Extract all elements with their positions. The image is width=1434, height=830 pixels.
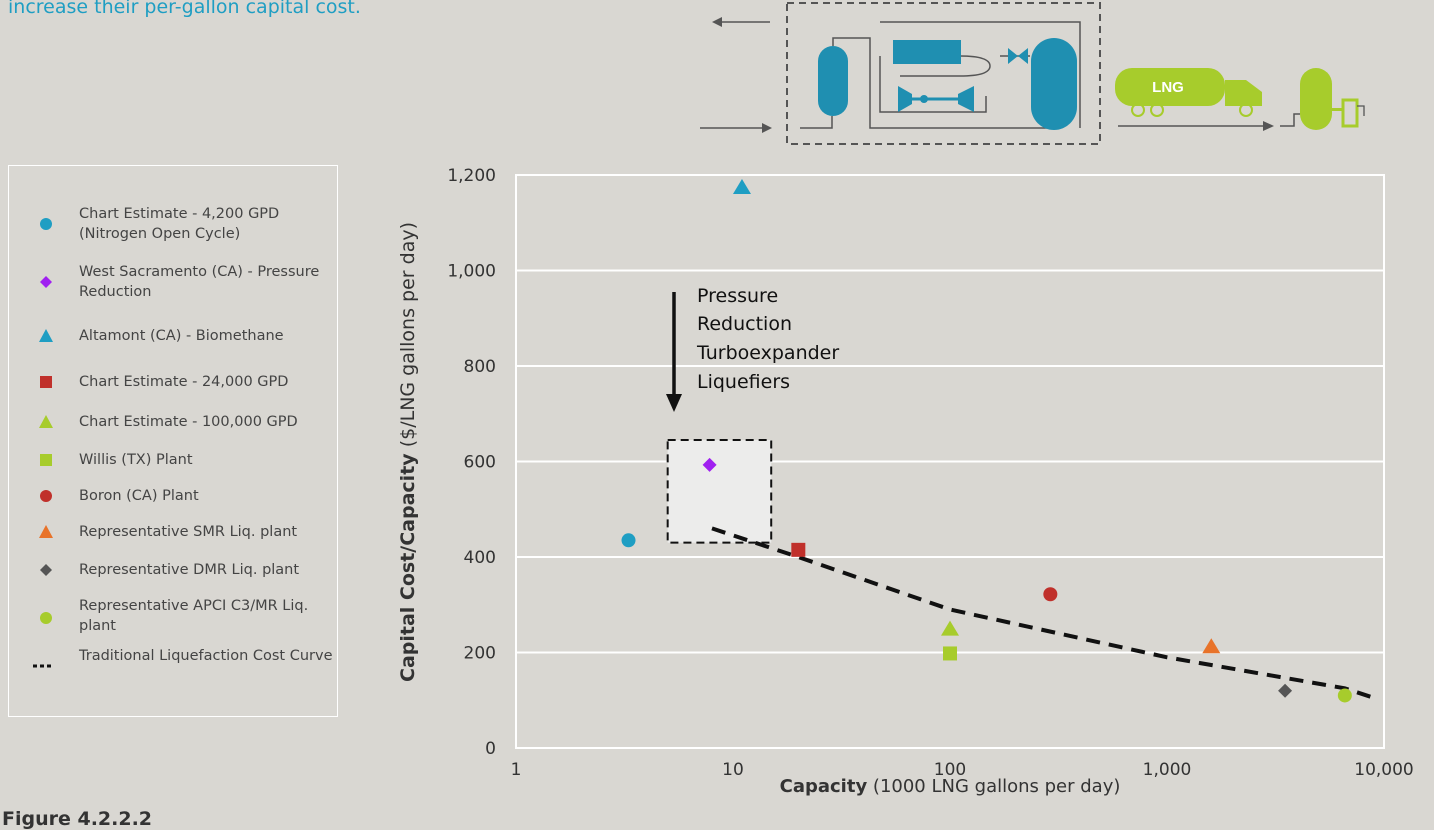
legend-marker [40, 454, 52, 466]
lng-truck-cab-icon [1225, 80, 1262, 106]
data-point-diamond [1278, 683, 1293, 698]
data-point-triangle [1202, 638, 1221, 654]
y-tick-label: 1,000 [447, 262, 496, 282]
lng-truck-tank-icon [1115, 68, 1225, 106]
legend-label: Representative APCI C3/MR Liq. plant [79, 598, 309, 634]
y-axis-title: Capital Cost/Capacity ($/LNG gallons per… [397, 222, 419, 682]
y-tick-labels: 0 200 400 600 800 1,000 1,200 [447, 166, 496, 759]
lng-tank-icon [1031, 38, 1077, 130]
truck-wheel [1239, 103, 1253, 117]
y-tick-label: 0 [485, 739, 496, 759]
liquefier-boundary [786, 2, 1101, 145]
y-tick-label: 800 [464, 357, 496, 377]
annotation-line: Reduction [697, 313, 792, 335]
truck-wheel [1150, 103, 1164, 117]
fuel-dispenser-icon [1341, 98, 1359, 128]
data-point-circle [1043, 587, 1058, 602]
data-point-triangle [732, 178, 751, 194]
y-tick-label: 200 [464, 644, 496, 664]
expander-icon [898, 86, 912, 112]
x-tick-label: 10 [722, 760, 744, 780]
valve-icon [1008, 48, 1018, 64]
x-axis-title: Capacity (1000 LNG gallons per day) [780, 776, 1121, 797]
input-arrowhead [762, 123, 772, 133]
annotation-line: Liquefiers [697, 371, 790, 393]
x-tick-label: 1 [511, 760, 522, 780]
vessel-small-icon [818, 46, 848, 116]
legend-marker [40, 612, 52, 624]
x-tick-labels: 1 10 100 1,000 10,000 [511, 760, 1414, 780]
legend-label: Altamont (CA) - Biomethane [79, 328, 284, 344]
x-tick-label: 100 [934, 760, 966, 780]
legend-label: Representative DMR Liq. plant [79, 562, 300, 578]
shaft-hub [920, 95, 928, 103]
y-axis-title-bold: Capital Cost/Capacity [397, 453, 419, 682]
x-tick-label: 1,000 [1143, 760, 1192, 780]
legend-label: Chart Estimate - 100,000 GPD [79, 414, 298, 430]
data-point-triangle [941, 620, 959, 636]
legend-marker [39, 329, 53, 342]
x-tick-label: 10,000 [1354, 760, 1413, 780]
legend-marker [40, 564, 52, 576]
intro-text: increase their per-gallon capital cost. [8, 0, 361, 18]
legend-label: West Sacramento (CA) - Pressure Reductio… [79, 264, 320, 300]
legend-marker [39, 415, 53, 428]
piping [879, 21, 1081, 128]
pipe-stub [1332, 108, 1342, 111]
output-arrowhead [712, 17, 722, 27]
piping [1280, 113, 1300, 127]
truck-label: LNG [1152, 79, 1184, 96]
x-axis-title-rest: (1000 LNG gallons per day) [867, 776, 1120, 797]
legend-label: Willis (TX) Plant [79, 452, 193, 468]
data-points [621, 178, 1352, 703]
data-point-square [791, 542, 806, 557]
annotation-line: Turboexpander [696, 342, 839, 364]
nozzle-icon [1357, 105, 1365, 116]
y-tick-label: 1,200 [447, 166, 496, 186]
legend-marker [40, 376, 52, 388]
cost-curve-line [711, 526, 1375, 700]
chart-legend: Chart Estimate - 4,200 GPD (Nitrogen Ope… [8, 165, 338, 717]
annotation-arrowhead [666, 394, 682, 412]
legend-marker [39, 525, 53, 538]
legend-label: Boron (CA) Plant [79, 488, 199, 504]
y-tick-label: 600 [464, 453, 496, 473]
storage-tank-icon [1300, 68, 1332, 130]
grid-lines [516, 269, 1384, 654]
legend-label: Traditional Liquefaction Cost Curve [79, 648, 333, 664]
figure-caption: Figure 4.2.2.2 [2, 808, 153, 830]
x-axis-title-bold: Capacity [780, 776, 868, 797]
truck-wheel [1131, 103, 1145, 117]
process-diagram: LNG [700, 2, 1365, 145]
legend-marker [40, 490, 52, 502]
y-axis-title-rest: ($/LNG gallons per day) [397, 222, 419, 453]
data-point-circle [1337, 688, 1352, 703]
annotation-box [666, 439, 773, 544]
data-point-circle [621, 533, 636, 548]
data-point-square [943, 646, 957, 661]
delivery-arrowhead [1263, 121, 1274, 131]
data-point-diamond [702, 457, 717, 472]
legend-marker [40, 276, 52, 288]
heat-exchanger-icon [893, 40, 961, 64]
legend-label: Representative SMR Liq. plant [79, 524, 298, 540]
valve-icon [1018, 48, 1028, 64]
legend-marker [40, 218, 52, 230]
legend-label: Chart Estimate - 4,200 GPD (Nitrogen Ope… [79, 206, 280, 242]
legend-label: Chart Estimate - 24,000 GPD [79, 374, 289, 390]
y-tick-label: 400 [464, 548, 496, 568]
annotation-line: Pressure [697, 285, 778, 307]
compressor-icon [958, 86, 974, 112]
